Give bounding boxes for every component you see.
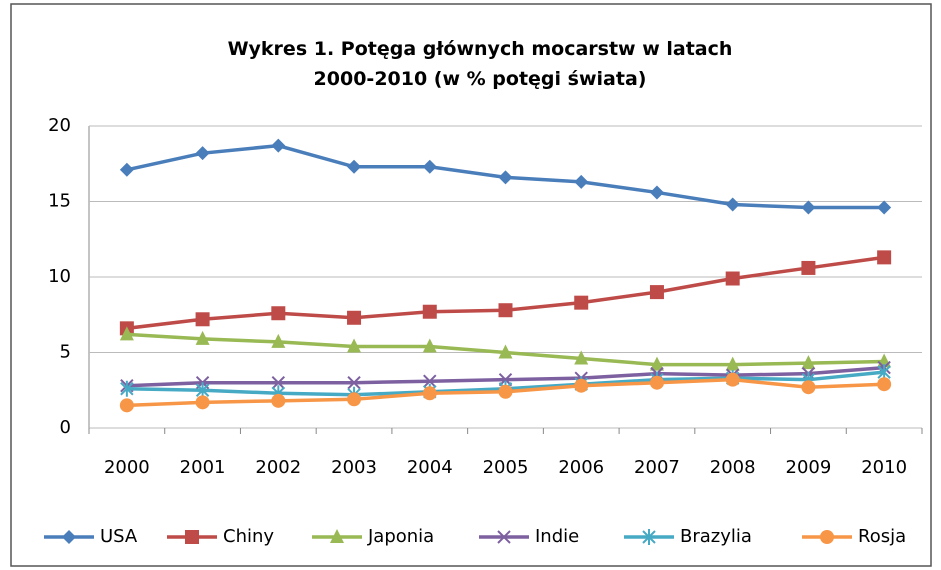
x-tick-label: 2000 bbox=[104, 457, 150, 478]
legend-label: Brazylia bbox=[680, 526, 752, 547]
y-tick-label: 10 bbox=[48, 266, 71, 287]
data-point bbox=[422, 338, 437, 353]
data-point bbox=[649, 185, 664, 200]
data-point bbox=[119, 398, 134, 413]
data-point bbox=[347, 159, 362, 174]
data-point bbox=[119, 326, 134, 341]
data-point bbox=[574, 350, 589, 365]
legend-label: Rosja bbox=[858, 526, 906, 547]
legend-label: Chiny bbox=[223, 526, 274, 547]
x-tick-label: 2002 bbox=[255, 457, 301, 478]
x-tick-label: 2007 bbox=[634, 457, 680, 478]
data-point bbox=[271, 333, 286, 348]
data-point bbox=[649, 285, 664, 300]
chart-title: Wykres 1. Potęga głównych mocarstw w lat… bbox=[227, 38, 733, 90]
data-point bbox=[347, 392, 362, 407]
data-point bbox=[877, 377, 892, 392]
data-point bbox=[347, 338, 362, 353]
y-tick-label: 20 bbox=[48, 115, 71, 136]
data-point bbox=[498, 344, 513, 359]
data-point bbox=[801, 380, 816, 395]
data-point bbox=[649, 375, 664, 390]
data-point bbox=[271, 138, 286, 153]
legend-marker bbox=[185, 530, 199, 544]
data-point bbox=[271, 306, 286, 321]
data-point bbox=[347, 310, 362, 325]
x-tick-label: 2010 bbox=[861, 457, 907, 478]
x-tick-label: 2005 bbox=[483, 457, 529, 478]
data-point bbox=[725, 197, 740, 212]
data-point bbox=[271, 375, 286, 390]
data-point bbox=[574, 378, 589, 393]
data-point bbox=[725, 271, 740, 286]
data-point bbox=[498, 170, 513, 185]
x-tick-label: 2008 bbox=[710, 457, 756, 478]
data-point bbox=[877, 250, 892, 265]
legend-marker bbox=[820, 530, 834, 544]
data-point bbox=[725, 372, 740, 387]
x-tick-label: 2001 bbox=[180, 457, 226, 478]
data-point bbox=[195, 330, 210, 345]
data-point bbox=[119, 162, 134, 177]
data-point bbox=[801, 355, 816, 370]
y-tick-label: 5 bbox=[60, 342, 71, 363]
data-point bbox=[422, 386, 437, 401]
legend-label: Indie bbox=[535, 526, 579, 547]
legend-marker bbox=[642, 529, 656, 545]
data-point bbox=[649, 356, 664, 371]
data-point bbox=[422, 304, 437, 319]
legend-marker bbox=[330, 529, 344, 543]
data-point bbox=[801, 200, 816, 215]
legend-label: Japonia bbox=[367, 526, 434, 547]
data-point bbox=[574, 295, 589, 310]
data-point bbox=[498, 384, 513, 399]
data-point bbox=[195, 312, 210, 327]
data-point bbox=[347, 375, 361, 390]
x-tick-label: 2003 bbox=[331, 457, 377, 478]
legend-marker bbox=[497, 530, 511, 544]
data-point bbox=[801, 260, 816, 275]
data-point bbox=[195, 395, 210, 410]
y-tick-label: 0 bbox=[60, 417, 71, 438]
data-point bbox=[422, 159, 437, 174]
data-point bbox=[574, 174, 589, 189]
legend-marker bbox=[62, 530, 76, 544]
chart-border bbox=[10, 3, 932, 567]
x-tick-label: 2006 bbox=[558, 457, 604, 478]
data-point bbox=[498, 303, 513, 318]
data-point bbox=[195, 146, 210, 161]
x-tick-label: 2009 bbox=[786, 457, 832, 478]
data-point bbox=[423, 374, 437, 388]
data-point bbox=[271, 393, 286, 408]
y-tick-label: 15 bbox=[48, 191, 71, 212]
data-point bbox=[877, 200, 892, 215]
legend-label: USA bbox=[100, 526, 138, 547]
x-tick-label: 2004 bbox=[407, 457, 453, 478]
data-point bbox=[120, 380, 134, 397]
data-point bbox=[725, 356, 740, 371]
